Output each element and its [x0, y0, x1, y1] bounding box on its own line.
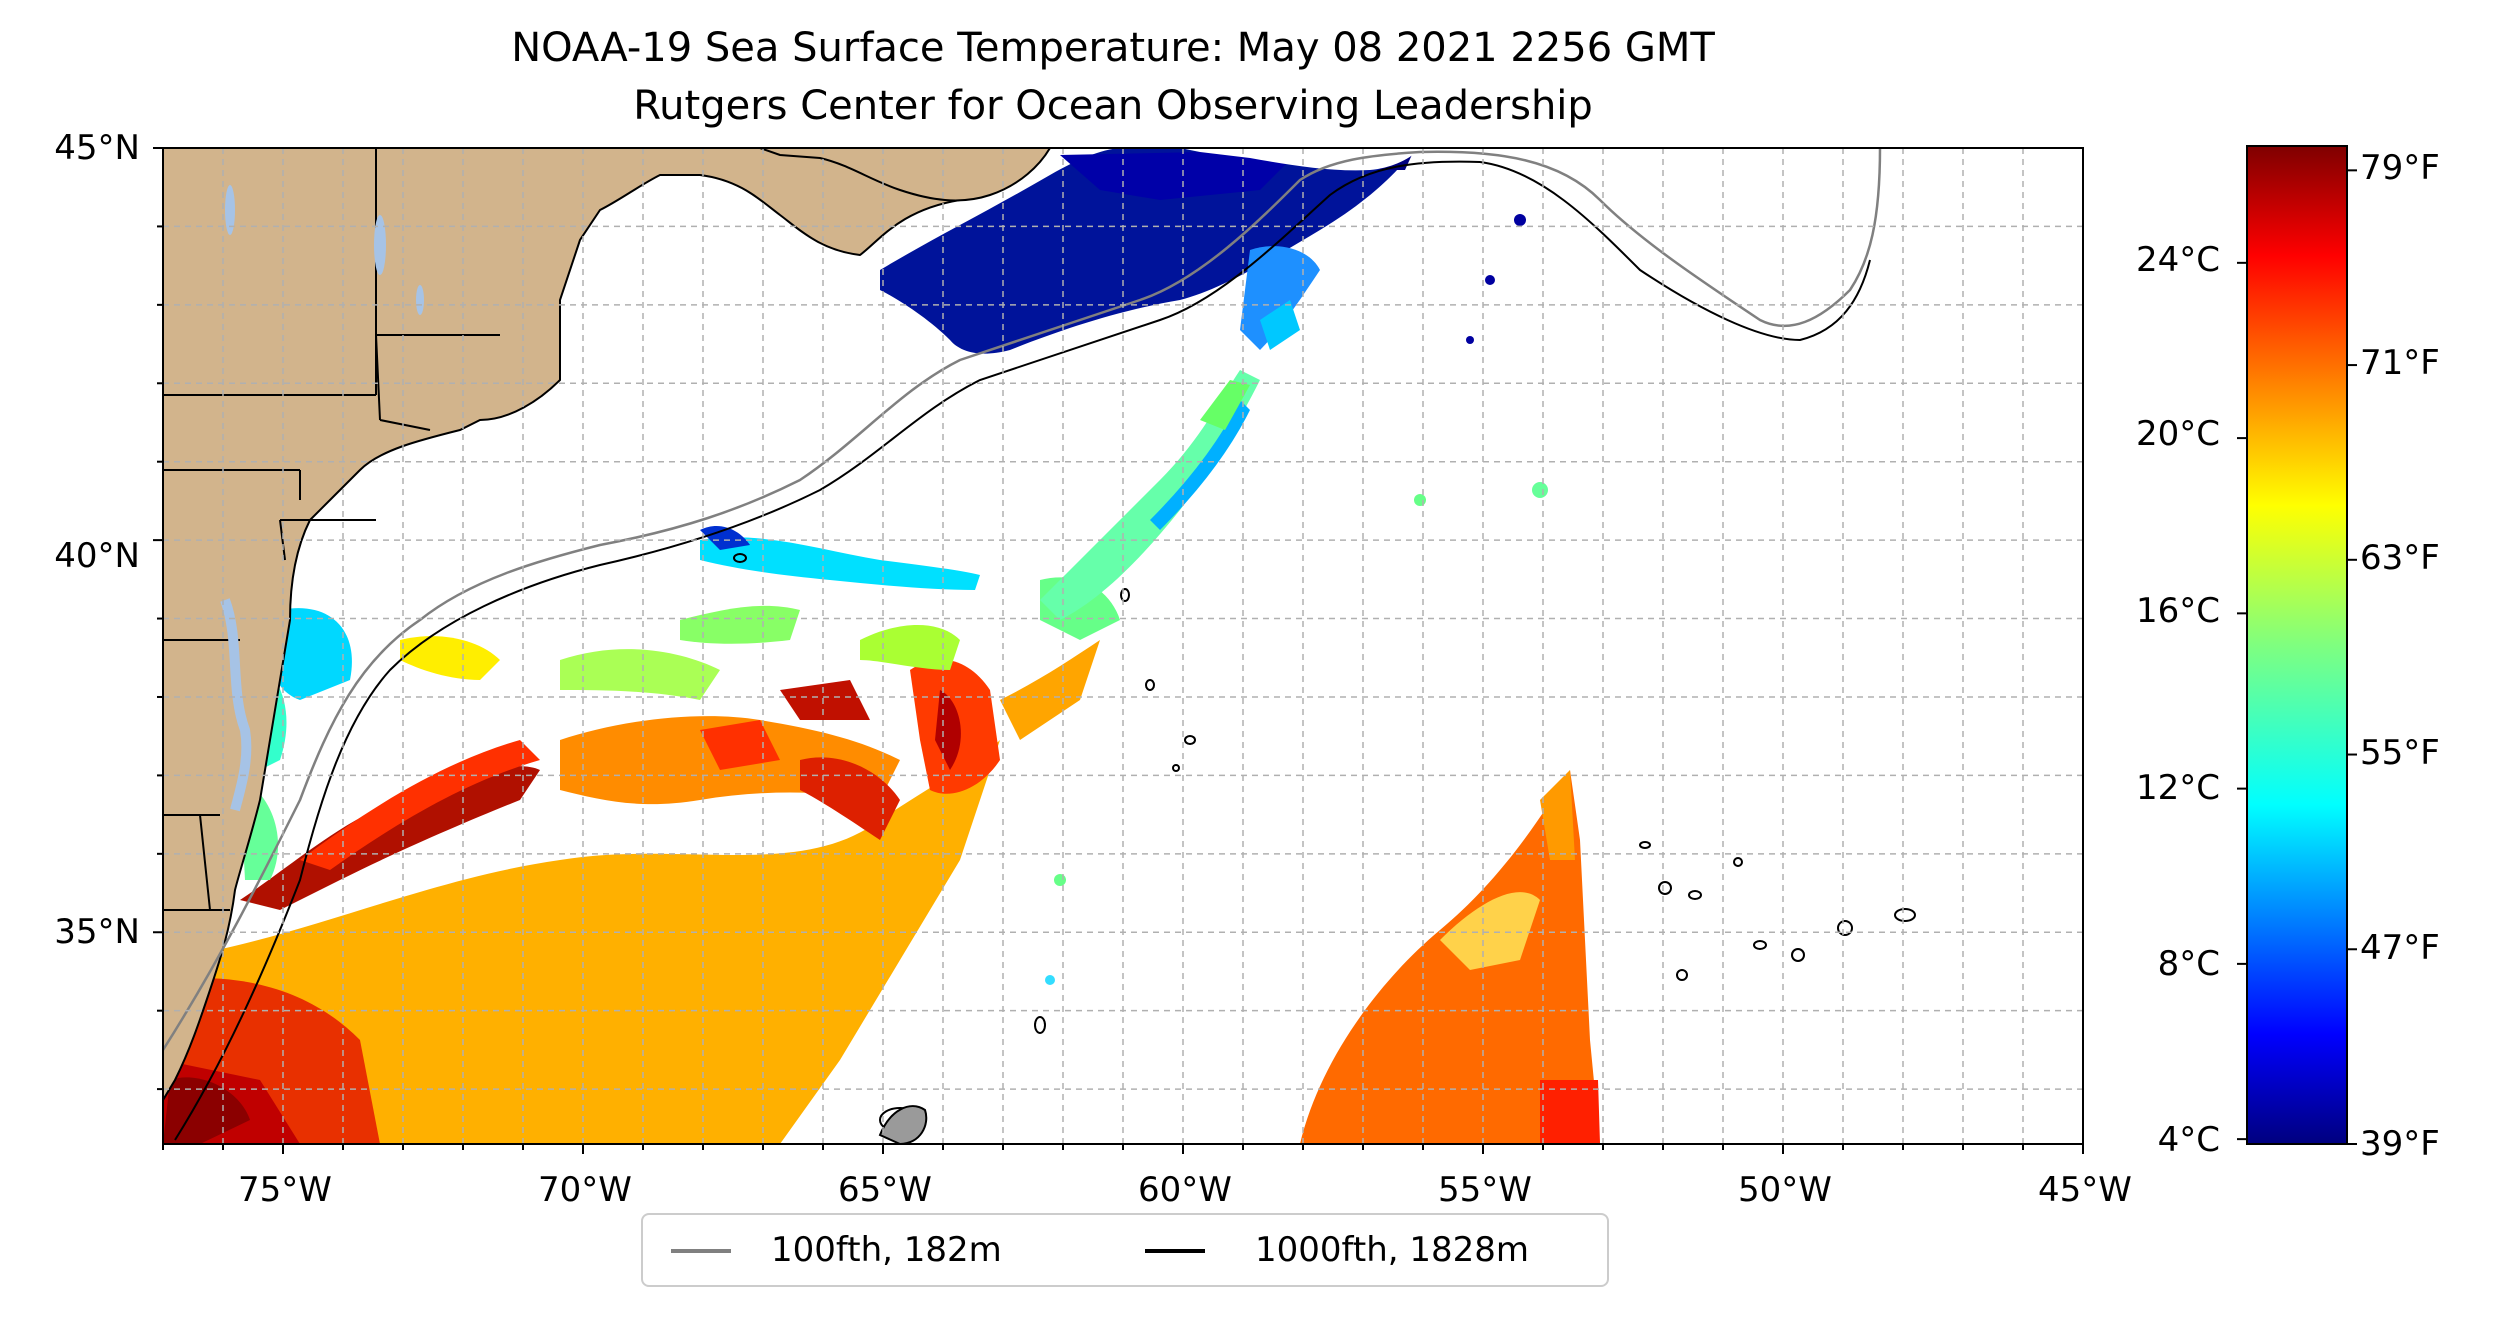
colorbar-fahrenheit-label: 55°F [2360, 733, 2440, 773]
lon-tick-label: 60°W [1138, 1170, 1232, 1210]
lon-tick-label: 45°W [2038, 1170, 2132, 1210]
isobath-1000fth [174, 160, 1871, 1141]
colorbar-celsius-label: 24°C [2135, 240, 2220, 280]
colorbar-fahrenheit-label: 71°F [2360, 343, 2440, 383]
lon-tick-label: 50°W [1738, 1170, 1832, 1210]
colorbar-fahrenheit-label: 79°F [2360, 148, 2440, 188]
colorbar [2246, 145, 2348, 1145]
lat-tick-label: 40°N [54, 536, 140, 576]
map-contents [163, 148, 2083, 1144]
colorbar-celsius-label: 8°C [2157, 944, 2220, 984]
lon-tick-label: 70°W [538, 1170, 632, 1210]
legend-swatch-100fth [671, 1249, 731, 1253]
colorbar-fahrenheit-label: 63°F [2360, 538, 2440, 578]
colorbar-celsius-label: 4°C [2157, 1120, 2220, 1160]
isobath-100fth [163, 148, 1882, 1051]
sst-field [163, 148, 1600, 1144]
colorbar-celsius-label: 20°C [2135, 414, 2220, 454]
legend-label-100fth: 100fth, 182m [771, 1230, 1002, 1270]
legend-label-1000fth: 1000fth, 1828m [1255, 1230, 1530, 1270]
axis-ticks [153, 147, 2084, 1154]
lon-tick-label: 65°W [838, 1170, 932, 1210]
lon-tick-label: 55°W [1438, 1170, 1532, 1210]
grid-lines [163, 148, 2083, 1144]
lat-tick-label: 45°N [54, 128, 140, 168]
legend: 100fth, 182m 1000fth, 1828m [641, 1213, 1609, 1287]
chart-subtitle: Rutgers Center for Ocean Observing Leade… [633, 83, 1593, 129]
legend-swatch-1000fth [1145, 1249, 1205, 1253]
chart-title: NOAA-19 Sea Surface Temperature: May 08 … [511, 25, 1715, 71]
lon-tick-label: 75°W [238, 1170, 332, 1210]
colorbar-fahrenheit-label: 39°F [2360, 1124, 2440, 1164]
land-mass [163, 148, 1420, 1102]
bermuda-island [878, 1105, 928, 1144]
colorbar-ticks [2237, 169, 2357, 1145]
colorbar-celsius-label: 16°C [2135, 591, 2220, 631]
colorbar-celsius-label: 12°C [2135, 768, 2220, 808]
colorbar-fahrenheit-label: 47°F [2360, 928, 2440, 968]
lat-tick-label: 35°N [54, 912, 140, 952]
